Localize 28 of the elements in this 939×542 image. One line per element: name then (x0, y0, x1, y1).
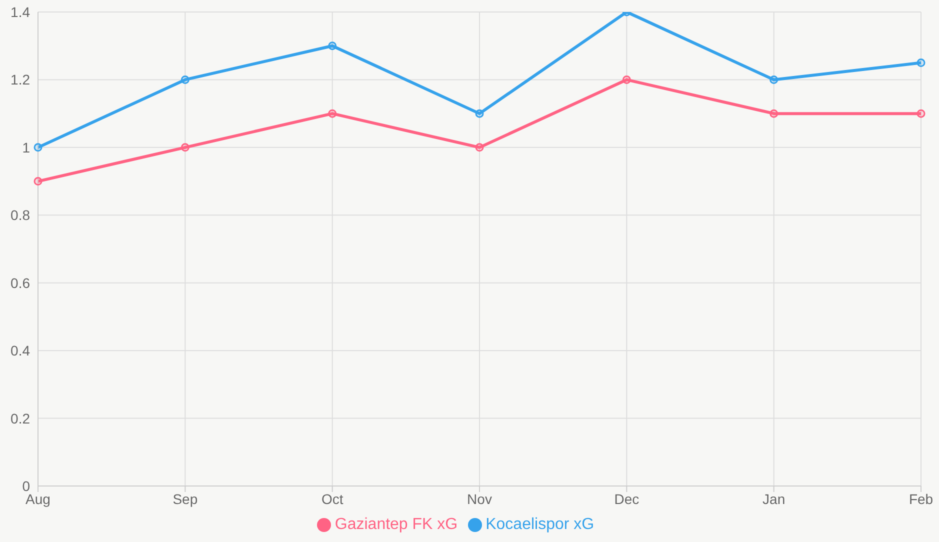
point (328, 42, 337, 50)
x-tick-label: Sep (172, 490, 198, 507)
x-tick-label: Dec (614, 490, 640, 507)
legend-label: Kocaelispor xG (486, 516, 594, 533)
point (622, 75, 631, 84)
point (180, 75, 190, 84)
point (475, 109, 484, 118)
y-tick-label: 0.6 (10, 274, 30, 291)
x-tick-label: Oct (321, 490, 344, 507)
y-tick-label: 0.2 (10, 410, 30, 426)
point (916, 58, 926, 68)
point (328, 109, 337, 118)
legend-label: Gaziantep FK xG (334, 516, 458, 533)
point (34, 177, 42, 186)
point (34, 143, 42, 152)
y-tick-label: 1.4 (10, 4, 30, 20)
y-tick-label: 1 (22, 139, 30, 156)
point (916, 109, 926, 118)
y-tick-label: 1.2 (10, 72, 30, 88)
y-tick-label: 0.4 (10, 342, 30, 359)
x-tick-label: Nov (467, 490, 492, 507)
point (770, 75, 778, 84)
point (770, 109, 778, 118)
point (475, 143, 484, 152)
point (180, 143, 190, 152)
x-tick-label: Feb (908, 490, 934, 507)
y-tick-label: 0.8 (10, 207, 30, 224)
x-tick-label: Jan (762, 490, 786, 507)
